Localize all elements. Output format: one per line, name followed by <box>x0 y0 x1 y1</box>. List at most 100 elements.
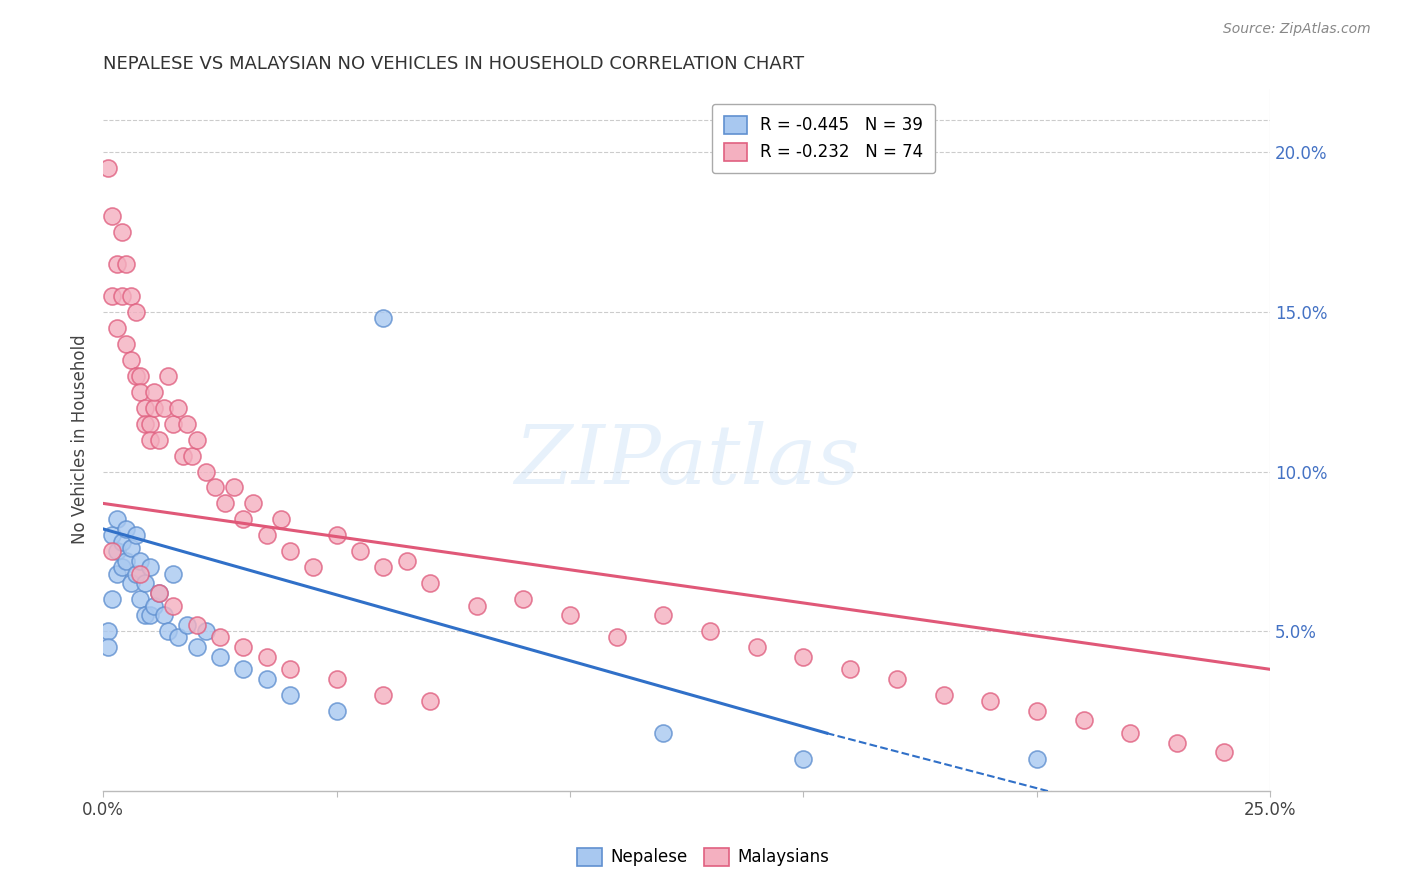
Point <box>302 560 325 574</box>
Point <box>886 672 908 686</box>
Point <box>270 512 292 526</box>
Point <box>134 608 156 623</box>
Point <box>792 752 814 766</box>
Point <box>162 566 184 581</box>
Point <box>222 480 245 494</box>
Point <box>176 417 198 431</box>
Point <box>111 560 134 574</box>
Point <box>101 544 124 558</box>
Point <box>186 617 208 632</box>
Point <box>278 662 301 676</box>
Point <box>115 554 138 568</box>
Point <box>97 161 120 176</box>
Point <box>172 449 194 463</box>
Point <box>111 225 134 239</box>
Point <box>162 599 184 613</box>
Point <box>120 289 142 303</box>
Point <box>278 544 301 558</box>
Point <box>349 544 371 558</box>
Point <box>153 608 176 623</box>
Point <box>465 599 488 613</box>
Point <box>143 401 166 415</box>
Point <box>186 640 208 654</box>
Point <box>256 649 278 664</box>
Point <box>115 522 138 536</box>
Point <box>129 592 152 607</box>
Point <box>157 624 180 638</box>
Point <box>208 631 231 645</box>
Point <box>256 528 278 542</box>
Point <box>115 257 138 271</box>
Point <box>115 336 138 351</box>
Point <box>134 576 156 591</box>
Point <box>148 586 170 600</box>
Point <box>143 599 166 613</box>
Point <box>278 688 301 702</box>
Point <box>129 368 152 383</box>
Point <box>105 544 128 558</box>
Text: NEPALESE VS MALAYSIAN NO VEHICLES IN HOUSEHOLD CORRELATION CHART: NEPALESE VS MALAYSIAN NO VEHICLES IN HOU… <box>103 55 804 73</box>
Text: Source: ZipAtlas.com: Source: ZipAtlas.com <box>1223 22 1371 37</box>
Point <box>129 566 152 581</box>
Point <box>148 586 170 600</box>
Point <box>214 496 236 510</box>
Point <box>1025 752 1047 766</box>
Point <box>373 560 395 574</box>
Point <box>1073 714 1095 728</box>
Text: ZIPatlas: ZIPatlas <box>515 421 859 500</box>
Point <box>325 528 347 542</box>
Point <box>125 528 148 542</box>
Legend: R = -0.445   N = 39, R = -0.232   N = 74: R = -0.445 N = 39, R = -0.232 N = 74 <box>711 104 935 173</box>
Point <box>204 480 226 494</box>
Point <box>606 631 628 645</box>
Point <box>180 449 202 463</box>
Point <box>395 554 418 568</box>
Point <box>105 257 128 271</box>
Point <box>1119 726 1142 740</box>
Point <box>120 576 142 591</box>
Point <box>120 352 142 367</box>
Point <box>232 512 254 526</box>
Point <box>232 640 254 654</box>
Point <box>652 726 675 740</box>
Point <box>208 649 231 664</box>
Point <box>419 576 441 591</box>
Point <box>129 554 152 568</box>
Point <box>153 401 176 415</box>
Point <box>125 368 148 383</box>
Point <box>111 534 134 549</box>
Point <box>129 384 152 399</box>
Point <box>134 417 156 431</box>
Point <box>232 662 254 676</box>
Point <box>194 624 217 638</box>
Point <box>979 694 1001 708</box>
Point <box>134 401 156 415</box>
Point <box>186 433 208 447</box>
Point <box>176 617 198 632</box>
Point <box>373 311 395 326</box>
Point <box>162 417 184 431</box>
Point <box>101 289 124 303</box>
Point <box>101 592 124 607</box>
Point <box>373 688 395 702</box>
Point <box>325 704 347 718</box>
Point <box>105 566 128 581</box>
Point <box>166 401 188 415</box>
Point <box>139 417 162 431</box>
Point <box>839 662 862 676</box>
Point <box>166 631 188 645</box>
Point <box>101 209 124 223</box>
Point <box>194 465 217 479</box>
Point <box>512 592 534 607</box>
Point <box>157 368 180 383</box>
Point <box>105 512 128 526</box>
Point <box>105 321 128 335</box>
Point <box>97 624 120 638</box>
Point <box>101 528 124 542</box>
Point <box>139 433 162 447</box>
Point <box>1025 704 1047 718</box>
Point <box>652 608 675 623</box>
Point <box>139 608 162 623</box>
Point <box>256 672 278 686</box>
Point <box>745 640 768 654</box>
